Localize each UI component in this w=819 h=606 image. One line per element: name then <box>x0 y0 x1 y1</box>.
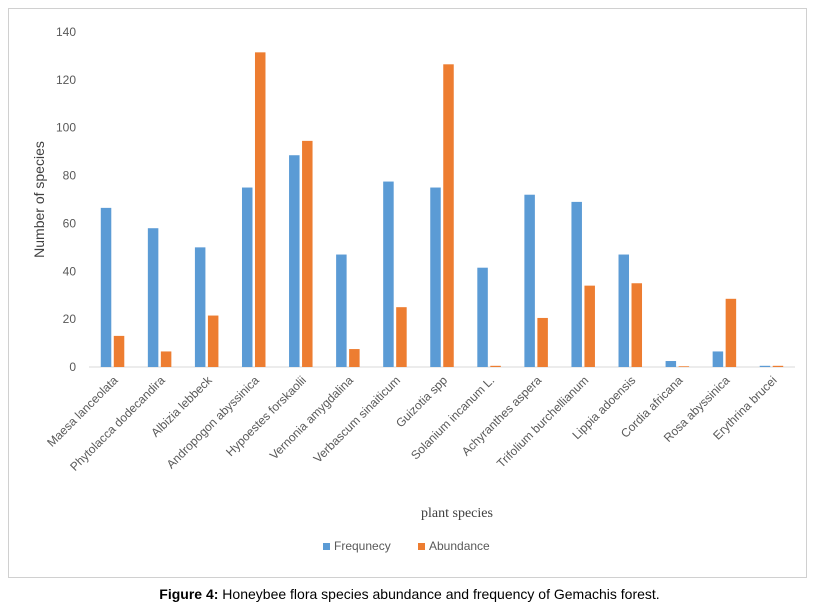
bar-frequency <box>524 194 535 367</box>
bar-abundance <box>443 64 454 367</box>
y-tick-label: 20 <box>63 312 77 326</box>
bar-abundance <box>537 317 548 367</box>
x-tick-label: Hypoestes forskaolii <box>223 373 309 459</box>
x-tick-label: Solanium incanum L. <box>408 373 497 462</box>
legend-label-abundance: Abundance <box>429 539 490 553</box>
y-tick-label: 80 <box>63 169 77 183</box>
bar-frequency <box>618 254 630 367</box>
bar-frequency <box>147 228 159 367</box>
bar-frequency <box>100 207 112 367</box>
caption-label: Figure 4: <box>159 586 219 602</box>
x-tick-label: Trifolium burchellianum <box>494 373 591 470</box>
bar-abundance <box>160 351 172 367</box>
bar-frequency <box>194 247 206 367</box>
bar-abundance <box>631 283 643 367</box>
bar-abundance <box>396 307 407 367</box>
legend-swatch-frequency <box>323 543 330 550</box>
bar-abundance <box>490 365 501 367</box>
bar-frequency <box>759 365 771 367</box>
x-tick-label: Phytolacca dodecandira <box>67 373 168 474</box>
bar-frequency <box>430 187 441 367</box>
bar-frequency <box>241 187 253 367</box>
x-tick-label: Vernonia amygdalina <box>267 373 356 462</box>
y-tick-label: 100 <box>56 121 76 135</box>
bar-frequency <box>665 361 677 367</box>
y-tick-label: 60 <box>63 216 77 230</box>
x-axis-title: plant species <box>421 506 493 521</box>
legend-label-frequency: Frequnecy <box>334 539 391 553</box>
y-tick-label: 40 <box>63 264 77 278</box>
x-tick-label: Verbascum sinaiticum <box>311 373 403 465</box>
y-tick-label: 140 <box>56 25 76 39</box>
bar-frequency <box>336 254 347 367</box>
bar-abundance <box>302 140 313 367</box>
y-axis-title: Number of species <box>31 141 47 258</box>
caption-text: Honeybee flora species abundance and fre… <box>218 586 660 602</box>
bar-abundance <box>254 52 266 367</box>
bar-frequency <box>383 181 394 367</box>
chart-frame: 0 20 40 60 80 100 120 140 Number of species Maesa… <box>8 8 807 578</box>
bar-frequency <box>712 351 724 367</box>
bar-abundance <box>584 285 595 367</box>
bar-abundance <box>113 335 125 367</box>
bar-frequency <box>571 201 582 367</box>
bar-abundance <box>678 366 690 367</box>
bar-abundance <box>725 298 737 367</box>
bar-abundance <box>207 315 219 367</box>
y-tick-label: 0 <box>69 360 76 374</box>
x-tick-label: Achyranthes aspera <box>459 373 545 459</box>
y-tick-label: 120 <box>56 73 76 87</box>
bar-abundance <box>349 349 360 367</box>
bar-frequency <box>289 155 300 367</box>
legend-swatch-abundance <box>418 543 425 550</box>
bar-abundance <box>772 365 784 367</box>
bar-frequency <box>477 267 488 367</box>
figure-caption: Figure 4: Honeybee flora species abundan… <box>0 586 819 602</box>
x-tick-label: Andropogon abyssinica <box>164 373 262 471</box>
